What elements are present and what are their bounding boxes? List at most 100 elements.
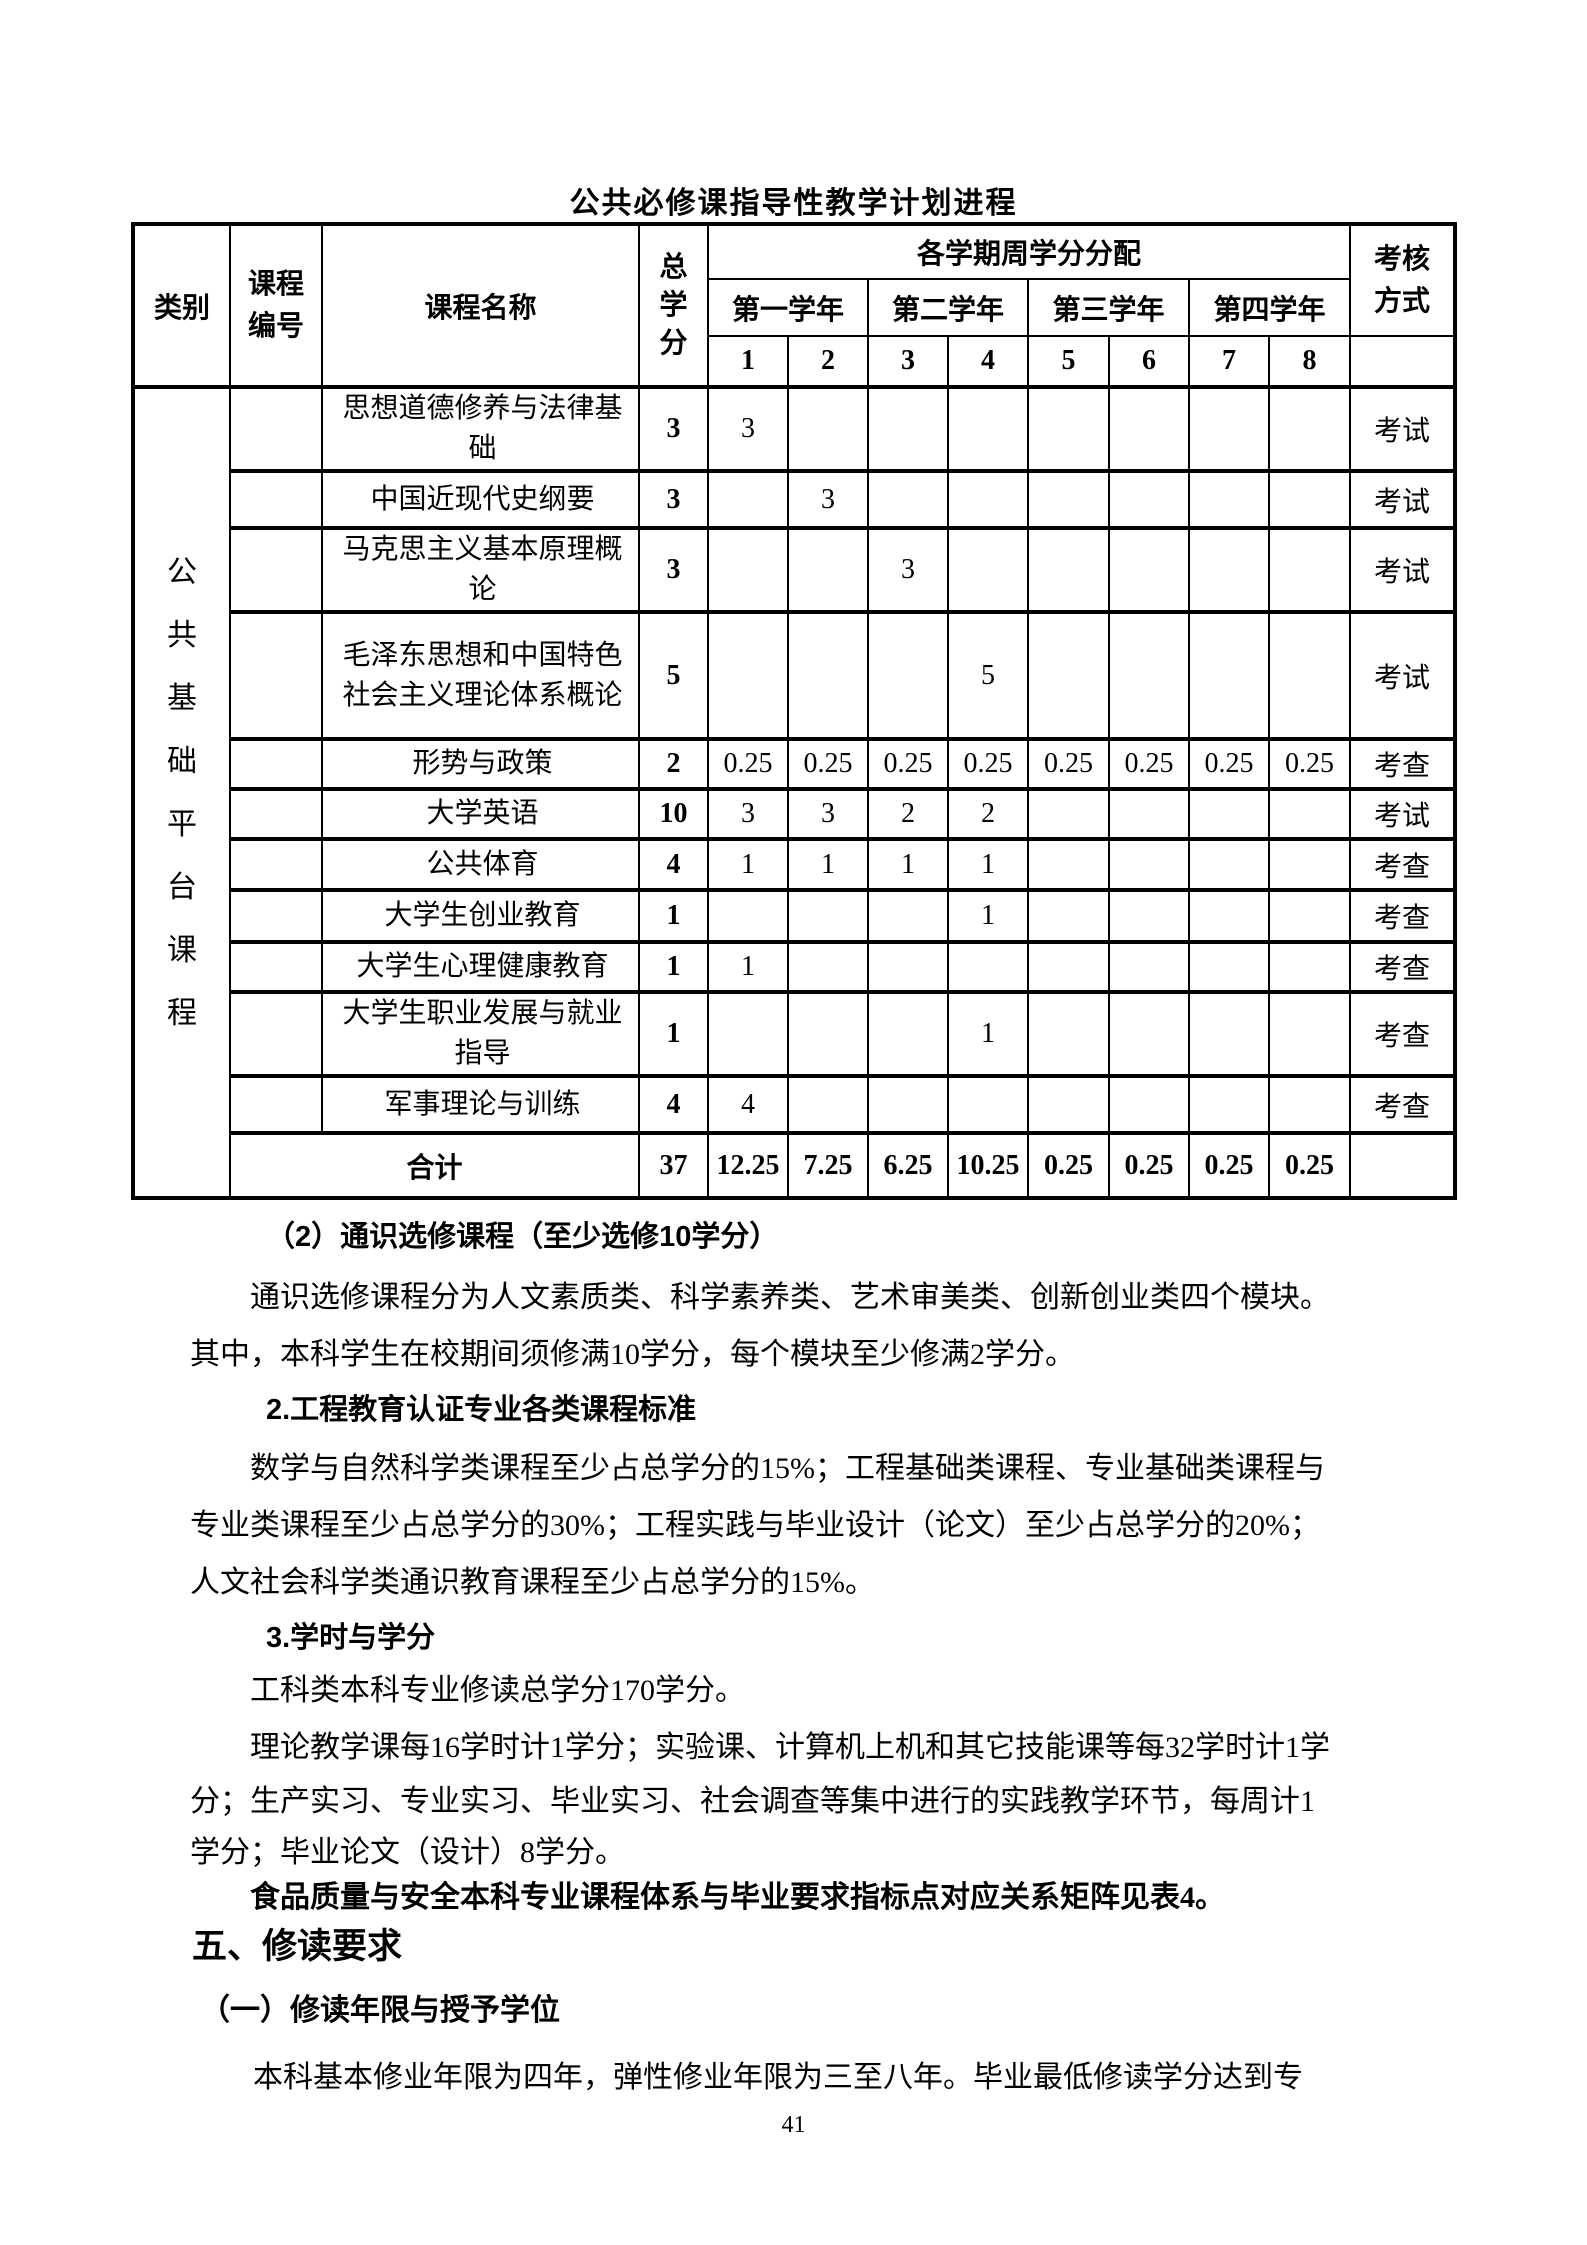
sem-cell [1188, 526, 1270, 613]
sem-cell [787, 526, 869, 613]
course-code-cell [229, 787, 323, 840]
sem-cell: 1 [707, 837, 789, 891]
sem-cell [1027, 526, 1110, 613]
col-header-total-credits: 总学分 [638, 223, 709, 388]
sem-cell [1267, 610, 1352, 740]
sem-cell [1188, 787, 1270, 840]
sem-cell: 0.25 [1267, 737, 1352, 790]
heading-subsection-1: （一）修读年限与授予学位 [200, 1994, 560, 2027]
paragraph-line: 理论教学课每16学时计1学分；实验课、计算机上机和其它技能课等每32学时计1学 [250, 1731, 1330, 1764]
assessment-cell: 考试 [1349, 526, 1457, 613]
sem-cell: 0.25 [867, 737, 949, 790]
sem-cell [707, 469, 789, 529]
table-row-course: 中国近现代史纲要 3 3 考试 [133, 469, 1457, 529]
course-name-cell: 公共体育 [321, 837, 640, 891]
sem-cell: 0.25 [1188, 737, 1270, 790]
credits-cell: 1 [638, 888, 709, 943]
assessment-cell [1349, 1131, 1457, 1199]
sem-cell [1188, 837, 1270, 891]
col-header-assessment: 考核方式 [1349, 223, 1457, 337]
table-row-course: 毛泽东思想和中国特色社会主义理论体系概论 5 5 考试 [133, 610, 1457, 740]
paragraph-line: 通识选修课程分为人文素质类、科学素养类、艺术审美类、创新创业类四个模块。 [250, 1281, 1330, 1314]
paragraph-line: 数学与自然科学类课程至少占总学分的15%；工程基础类课程、专业基础类课程与 [250, 1452, 1325, 1485]
credits-cell: 1 [638, 940, 709, 993]
col-header-year-1: 第一学年 [707, 278, 869, 337]
col-header-sem-5: 5 [1027, 335, 1110, 388]
sem-cell [947, 940, 1029, 993]
total-sem-cell: 0.25 [1027, 1131, 1110, 1199]
sem-cell [1108, 990, 1190, 1077]
col-header-allocation: 各学期周学分分配 [706, 223, 1352, 280]
sem-cell: 1 [787, 837, 869, 891]
course-code-cell [229, 610, 323, 740]
heading-engineering-standard: 2.工程教育认证专业各类课程标准 [266, 1394, 697, 1426]
course-code-cell [229, 526, 323, 613]
sem-cell [1188, 469, 1270, 529]
sem-cell: 1 [947, 990, 1029, 1077]
header-row-1: 类别 课程编号 课程名称 总学分 各学期周学分分配 考核方式 [132, 223, 1457, 388]
sem-cell [1108, 469, 1190, 529]
paragraph-line: 本科基本修业年限为四年，弹性修业年限为三至八年。毕业最低修读学分达到专 [253, 2061, 1303, 2094]
sem-cell [707, 888, 789, 943]
col-header-sem-3: 3 [867, 335, 949, 388]
course-name-cell: 大学生创业教育 [321, 888, 640, 943]
paragraph-line: 分；生产实习、专业实习、毕业实习、社会调查等集中进行的实践教学环节，每周计1 [190, 1785, 1315, 1818]
sem-cell [1027, 888, 1110, 943]
sem-cell [867, 385, 949, 472]
table-row-course: 军事理论与训练 4 4 考查 [133, 1074, 1457, 1134]
sem-cell [1027, 990, 1110, 1077]
course-name-cell: 军事理论与训练 [321, 1074, 640, 1134]
sem-cell [947, 469, 1029, 529]
total-sem-cell: 0.25 [1108, 1131, 1190, 1199]
sem-cell [1027, 469, 1110, 529]
sem-cell: 0.25 [947, 737, 1029, 790]
sem-cell: 0.25 [1108, 737, 1190, 790]
col-header-sem-8: 8 [1267, 335, 1352, 388]
sem-cell [867, 940, 949, 993]
credits-cell: 1 [638, 990, 709, 1077]
course-code-cell [229, 888, 323, 943]
sem-cell: 1 [947, 837, 1029, 891]
credits-cell: 3 [638, 526, 709, 613]
sem-cell [1188, 1074, 1270, 1134]
heading-elective-courses: （2）通识选修课程（至少选修10学分） [266, 1221, 779, 1253]
sem-cell [1267, 1074, 1352, 1134]
sem-cell [787, 385, 869, 472]
teaching-plan-table: 类别 课程编号 课程名称 总学分 各学期周学分分配 考核方式 第一学年 第二学年… [131, 222, 1458, 1200]
sem-cell: 0.25 [707, 737, 789, 790]
sem-cell [1108, 888, 1190, 943]
assessment-cell: 考查 [1349, 940, 1457, 993]
sem-cell [1188, 990, 1270, 1077]
sem-cell [867, 469, 949, 529]
course-code-cell [229, 940, 323, 993]
category-cell: 公共基础平台课程 [132, 385, 231, 1199]
course-name-cell: 大学生职业发展与就业指导 [321, 990, 640, 1077]
assessment-cell: 考查 [1349, 737, 1457, 790]
sem-cell [1108, 526, 1190, 613]
sem-cell [1027, 837, 1110, 891]
sem-cell [1188, 940, 1270, 993]
table-row-total: 合计 37 12.25 7.25 6.25 10.25 0.25 0.25 0.… [133, 1131, 1457, 1199]
course-name-cell: 大学英语 [321, 787, 640, 840]
header-row-semesters: 1 2 3 4 5 6 7 8 [133, 335, 1457, 388]
sem-cell [947, 1074, 1029, 1134]
credits-cell: 5 [638, 610, 709, 740]
table-row-course: 公共体育 4 1 1 1 1 考查 [133, 837, 1457, 891]
sem-cell: 3 [707, 385, 789, 472]
sem-cell [947, 385, 1029, 472]
sem-cell [1267, 940, 1352, 993]
sem-cell [787, 990, 869, 1077]
sem-cell [1108, 837, 1190, 891]
paragraph-line: 人文社会科学类通识教育课程至少占总学分的15%。 [190, 1566, 875, 1599]
page-number: 41 [781, 2112, 806, 2138]
page-title: 公共必修课指导性教学计划进程 [569, 187, 1018, 220]
sem-cell [787, 888, 869, 943]
col-header-sem-2: 2 [787, 335, 869, 388]
sem-cell: 1 [867, 837, 949, 891]
course-name-cell: 思想道德修养与法律基础 [321, 385, 640, 472]
paragraph-line: 工科类本科专业修读总学分170学分。 [250, 1674, 745, 1707]
sem-cell [1027, 787, 1110, 840]
heading-hours-credits: 3.学时与学分 [266, 1622, 436, 1654]
sem-cell [1188, 888, 1270, 943]
